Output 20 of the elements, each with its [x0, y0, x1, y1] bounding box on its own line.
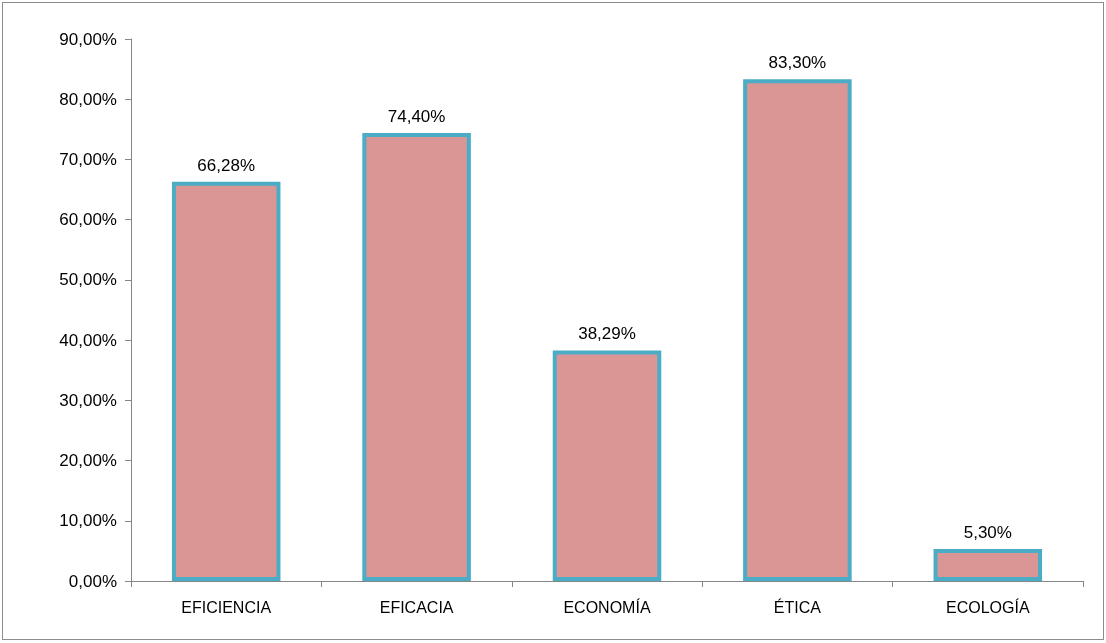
y-tick-label: 80,00%: [59, 89, 117, 109]
y-tick-label: 90,00%: [59, 29, 117, 49]
y-tick-label: 20,00%: [59, 451, 117, 471]
y-tick-label: 30,00%: [59, 390, 117, 410]
y-tick-label: 40,00%: [59, 330, 117, 350]
x-tick-label: ECONOMÍA: [563, 597, 651, 616]
y-tick-label: 60,00%: [59, 210, 117, 230]
y-tick-label: 0,00%: [68, 571, 117, 591]
y-tick-label: 50,00%: [59, 270, 117, 290]
y-tick-label: 70,00%: [59, 149, 117, 169]
data-label: 38,29%: [578, 324, 636, 344]
y-tick-label: 10,00%: [59, 511, 117, 531]
x-tick-label: ECOLOGÍA: [946, 597, 1030, 616]
x-tick-label: ÉTICA: [773, 597, 822, 616]
data-label: 66,28%: [197, 155, 256, 175]
x-tick-label: EFICIENCIA: [181, 598, 272, 616]
x-tick-label: EFICACIA: [379, 598, 454, 616]
data-label: 74,40%: [387, 106, 446, 126]
data-label: 83,30%: [768, 53, 827, 73]
data-label: 5,30%: [963, 523, 1012, 543]
